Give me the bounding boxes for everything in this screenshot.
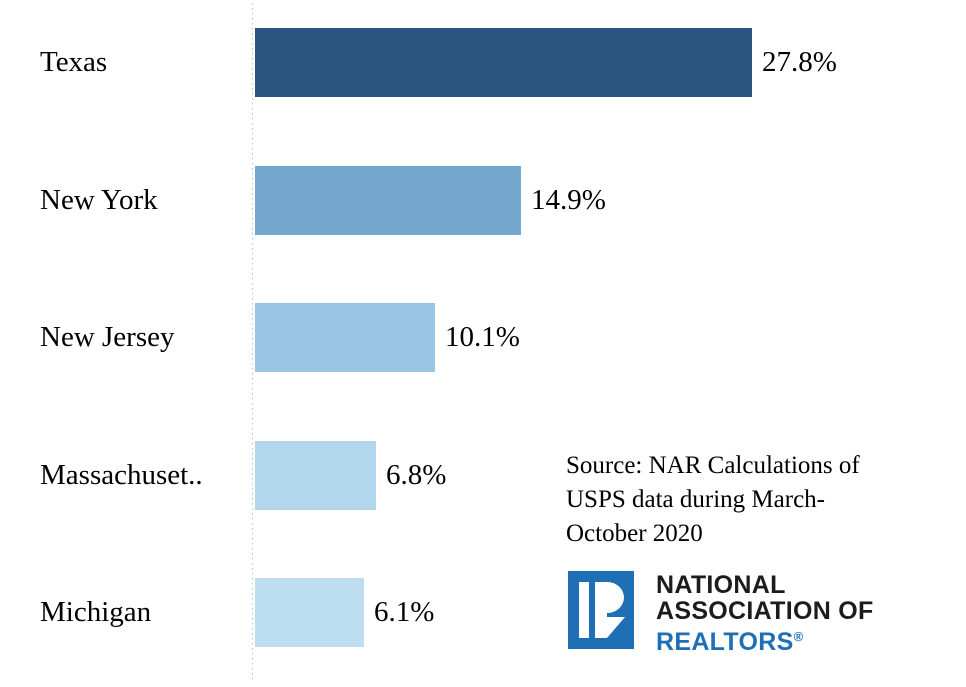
bar[interactable] bbox=[255, 303, 435, 372]
value-label: 10.1% bbox=[445, 321, 520, 353]
source-note-line: Source: NAR Calculations of bbox=[566, 452, 860, 479]
bar-row-new-jersey: New Jersey 10.1% bbox=[0, 303, 966, 372]
source-note-line: October 2020 bbox=[566, 520, 703, 547]
category-label: New Jersey bbox=[40, 321, 175, 353]
category-label: Massachuset.. bbox=[40, 459, 203, 491]
bar[interactable] bbox=[255, 441, 376, 510]
source-note: Source: NAR Calculations of USPS data du… bbox=[566, 449, 860, 551]
value-label: 27.8% bbox=[762, 46, 837, 78]
registered-trademark-symbol: ® bbox=[793, 629, 804, 644]
bar[interactable] bbox=[255, 166, 521, 235]
bar[interactable] bbox=[255, 28, 752, 97]
value-label: 6.8% bbox=[386, 459, 447, 491]
category-label: Texas bbox=[40, 46, 108, 78]
nar-logo-r-icon bbox=[568, 571, 634, 649]
value-label: 6.1% bbox=[374, 596, 435, 628]
logo-line-association-of: ASSOCIATION OF bbox=[656, 597, 874, 625]
bar-row-new-york: New York 14.9% bbox=[0, 166, 966, 235]
category-label: Michigan bbox=[40, 596, 152, 628]
nar-logo-text: NATIONAL ASSOCIATION OF REALTORS® bbox=[656, 572, 874, 655]
logo-line-national: NATIONAL bbox=[656, 571, 786, 599]
value-label: 14.9% bbox=[531, 184, 606, 216]
bar[interactable] bbox=[255, 578, 364, 647]
logo-line-realtors: REALTORS® bbox=[656, 628, 804, 656]
bar-row-michigan: Michigan 6.1% bbox=[0, 578, 966, 647]
nar-logo: NATIONAL ASSOCIATION OF REALTORS® bbox=[568, 571, 874, 655]
bar-row-massachusetts: Massachuset.. 6.8% bbox=[0, 441, 966, 510]
bar-row-texas: Texas 27.8% bbox=[0, 28, 966, 97]
y-axis-baseline bbox=[252, 3, 253, 680]
category-label: New York bbox=[40, 184, 158, 216]
source-note-line: USPS data during March- bbox=[566, 486, 825, 513]
